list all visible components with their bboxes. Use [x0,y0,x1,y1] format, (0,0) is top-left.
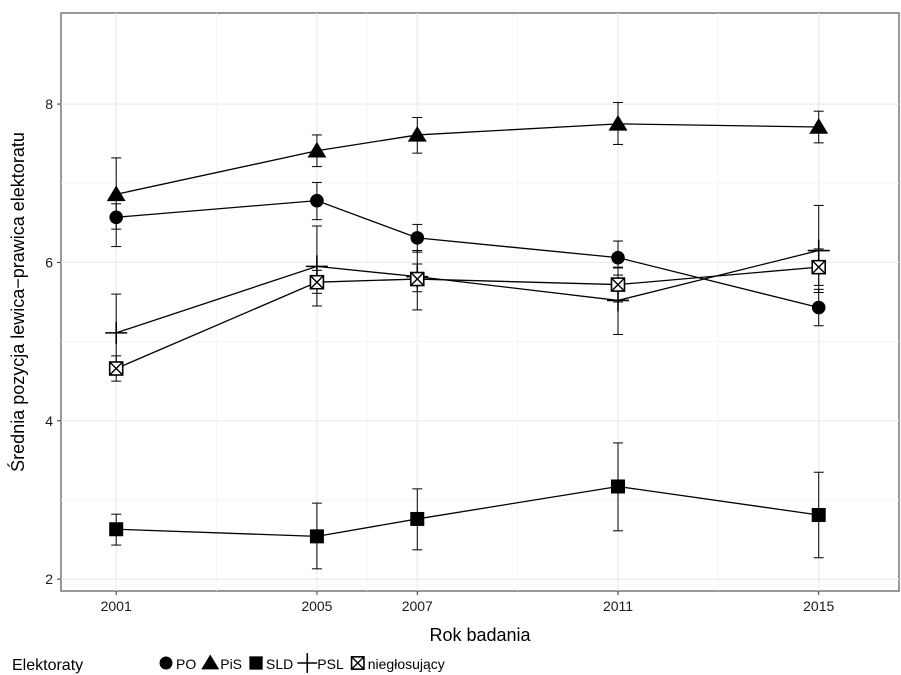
legend-key-psl [297,653,318,673]
legend-key-nieg-osuj-cy [350,656,365,670]
data-point-nieg-osuj-cy [309,274,325,290]
data-point-po [611,250,625,265]
data-point-pis [809,118,829,134]
y-tick-label: 2 [45,571,53,587]
legend-key-pis [201,654,220,670]
data-point-sld [109,522,124,537]
x-tick-label: 2001 [101,598,132,614]
data-point-nieg-osuj-cy [108,361,124,376]
x-tick-label: 2015 [803,598,834,614]
legend-item-nieg-osuj-cy: niegłosujący [350,656,445,672]
x-tick-label: 2011 [603,598,633,614]
plot-panel [60,12,900,592]
legend: Elektoraty PO PiS SLD PSL niegłosujący [12,653,445,674]
legend-item-psl: PSL [297,653,344,673]
data-point-nieg-osuj-cy [610,277,626,292]
series-nieg-osuj-cy [108,248,827,382]
series [105,101,830,570]
legend-label-po: PO [176,656,196,672]
data-point-pis [307,141,327,158]
legend-label-nieg-osuj-cy: niegłosujący [368,656,445,672]
legend-key-po [159,656,173,670]
data-point-pis [608,114,628,131]
x-axis-title: Rok badania [429,625,531,645]
series-sld [109,442,826,570]
data-point-sld [410,511,425,526]
y-axis-title: Średnia pozycja lewica−prawica elektorat… [7,132,28,472]
legend-title: Elektoraty [12,657,83,674]
legend-item-sld: SLD [249,656,293,672]
legend-key-sld [249,656,263,670]
legend-label-psl: PSL [317,656,344,672]
data-point-nieg-osuj-cy [409,271,425,287]
data-point-pis [407,125,427,142]
data-point-po [811,300,826,315]
data-point-sld [309,529,324,544]
x-tick-label: 2007 [402,598,433,614]
legend-label-sld: SLD [266,656,293,672]
axes: 2 4 6 8 2001 2005 2007 2011 2015 [45,96,834,614]
data-point-sld [811,507,826,522]
data-point-po [310,193,324,208]
legend-label-pis: PiS [220,656,242,672]
series-pis [106,101,829,230]
data-point-psl [105,321,128,344]
data-point-nieg-osuj-cy [811,259,827,275]
y-tick-label: 8 [45,96,53,112]
y-tick-label: 6 [45,254,53,270]
legend-item-pis: PiS [201,654,242,672]
data-point-po [410,231,425,245]
data-point-sld [610,479,625,494]
data-point-pis [106,185,126,202]
x-tick-label: 2005 [301,598,332,614]
y-tick-label: 4 [45,413,53,429]
legend-item-po: PO [159,656,196,672]
